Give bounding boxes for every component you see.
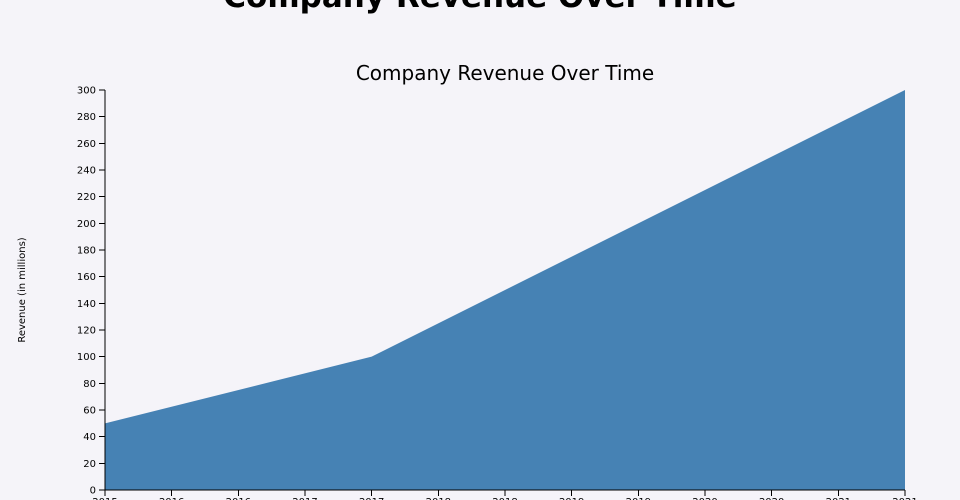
y-tick-label: 180 xyxy=(77,246,96,257)
y-tick-label: 160 xyxy=(77,272,96,283)
y-tick-label: 220 xyxy=(77,192,96,203)
y-tick-label: 240 xyxy=(77,166,96,177)
y-tick-label: 280 xyxy=(77,112,96,123)
x-tick-label: 2015 xyxy=(92,497,117,500)
chart-title: Company Revenue Over Time xyxy=(356,61,654,85)
y-tick-label: 100 xyxy=(77,352,96,363)
x-axis: 2015 2016 2016 2017 2017 2018 2018 2019 2019 2020… xyxy=(92,489,918,500)
x-tick-label: 2020 xyxy=(692,497,717,500)
x-tick-label: 2018 xyxy=(426,497,451,500)
y-axis-label: Revenue (in millions) xyxy=(17,237,28,342)
y-axis: 0 20 40 60 80 100 120 140 160 180 200 220 240 260 280 3… xyxy=(77,86,106,497)
y-tick-label: 20 xyxy=(83,459,96,470)
x-tick-label: 2017 xyxy=(359,497,384,500)
y-tick-label: 120 xyxy=(77,326,96,337)
y-tick-label: 60 xyxy=(83,406,96,417)
y-tick-label: 140 xyxy=(77,299,96,310)
x-tick-label: 2016 xyxy=(159,497,184,500)
x-tick-label: 2021 xyxy=(826,497,851,500)
y-tick-label: 200 xyxy=(77,219,96,230)
x-tick-label: 2019 xyxy=(559,497,584,500)
y-tick-label: 80 xyxy=(83,379,96,390)
revenue-area xyxy=(105,90,905,490)
x-tick-label: 2020 xyxy=(759,497,784,500)
x-tick-label: 2018 xyxy=(492,497,517,500)
y-tick-label: 300 xyxy=(77,86,96,97)
y-tick-label: 0 xyxy=(90,486,96,497)
y-tick-label: 40 xyxy=(83,432,96,443)
x-tick-label: 2017 xyxy=(292,497,317,500)
page-heading: Company Revenue Over Time xyxy=(0,0,960,15)
plot-area xyxy=(105,90,905,490)
x-tick-label: 2021 xyxy=(892,497,917,500)
y-tick-label: 260 xyxy=(77,139,96,150)
x-tick-label: 2019 xyxy=(626,497,651,500)
x-tick-label: 2016 xyxy=(226,497,251,500)
